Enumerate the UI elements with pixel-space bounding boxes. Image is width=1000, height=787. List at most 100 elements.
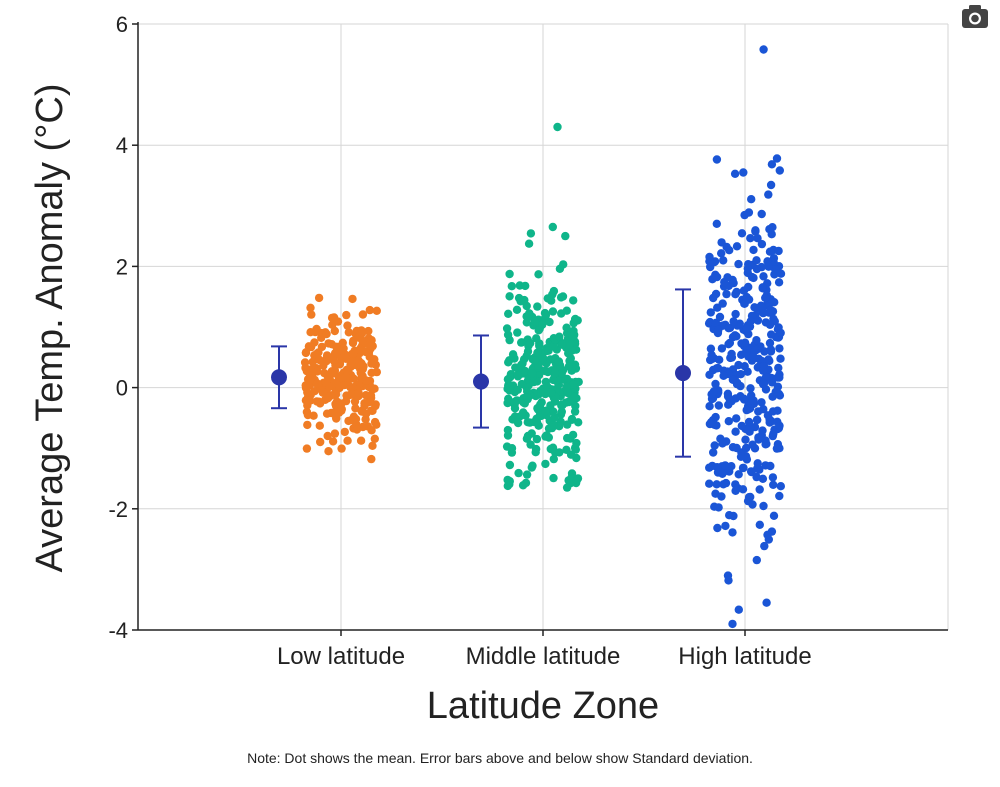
scatter-point [740, 362, 749, 371]
y-tick-labels: 6 4 2 0 -2 -4 [108, 12, 128, 643]
scatter-point [563, 433, 572, 443]
scatter-point [775, 421, 784, 430]
scatter-point [357, 329, 367, 338]
scatter-point [358, 310, 368, 319]
scatter-point [341, 373, 350, 382]
scatter-point [724, 576, 733, 585]
scatter-point [549, 454, 558, 464]
scatter-point [505, 269, 514, 279]
scatter-point [732, 443, 741, 453]
scatter-point [543, 367, 552, 376]
scatter-point [541, 459, 550, 469]
scatter-point [343, 366, 352, 376]
mean-marker [473, 373, 489, 390]
scatter-point [302, 444, 312, 453]
scatter-point [764, 262, 773, 271]
scatter-point [306, 374, 315, 384]
scatter-point [536, 400, 545, 409]
scatter-point [555, 448, 564, 457]
scatter-point [546, 388, 556, 397]
y-tick-label: -4 [108, 618, 128, 643]
scatter-point [367, 426, 376, 435]
y-tick-label: 2 [116, 254, 128, 279]
scatter-point [522, 470, 532, 479]
scatter-point [573, 474, 583, 483]
scatter-point [557, 369, 566, 378]
scatter-point [728, 528, 737, 537]
scatter-point [308, 357, 317, 367]
scatter-point [349, 336, 358, 346]
scatter-point [742, 324, 751, 333]
scatter-point [533, 348, 542, 357]
scatter-point [300, 358, 310, 367]
scatter-point [759, 379, 769, 388]
scatter-point [718, 469, 727, 478]
scatter-point [714, 325, 723, 335]
scatter-point [754, 407, 763, 416]
scatter-point [749, 273, 758, 283]
camera-icon[interactable] [961, 3, 989, 29]
scatter-point [744, 493, 754, 502]
scatter-point [365, 397, 374, 407]
scatter-point [324, 447, 333, 456]
scatter-point [330, 429, 340, 438]
scatter-point [334, 408, 344, 417]
scatter-point [517, 379, 527, 389]
scatter-point [315, 355, 324, 365]
scatter-point [523, 387, 532, 396]
scatter-point [354, 388, 363, 398]
scatter-point [767, 160, 777, 169]
scatter-point [367, 368, 376, 377]
scatter-point [563, 420, 572, 429]
scatter-points [300, 45, 786, 629]
scatter-point [737, 421, 746, 431]
scatter-point [766, 305, 775, 315]
scatter-point [774, 278, 784, 287]
scatter-point [705, 370, 714, 379]
scatter-point [722, 289, 731, 299]
scatter-point [746, 234, 755, 243]
scatter-point [505, 292, 514, 301]
x-axis-title: Latitude Zone [427, 685, 659, 727]
scatter-point [343, 436, 352, 445]
scatter-point [709, 448, 718, 457]
scatter-point [712, 155, 722, 164]
scatter-point [562, 382, 571, 392]
scatter-point [717, 238, 726, 247]
scatter-point [358, 336, 367, 345]
scatter-point [736, 370, 745, 379]
scatter-point [322, 329, 331, 339]
scatter-point [372, 306, 381, 315]
scatter-point [765, 418, 774, 427]
scatter-point [303, 388, 312, 397]
scatter-point [340, 427, 349, 437]
scatter-point [751, 227, 760, 236]
scatter-point [720, 277, 729, 287]
scatter-point [737, 229, 747, 238]
scatter-point [503, 481, 512, 491]
scatter-point [753, 459, 762, 468]
scatter-point [775, 491, 784, 501]
scatter-point [768, 473, 778, 482]
scatter-point [776, 354, 785, 363]
scatter-point [510, 404, 520, 413]
scatter-point [712, 219, 721, 228]
scatter-point [749, 245, 758, 255]
x-tick-labels: Low latitude Middle latitude High latitude [277, 643, 812, 670]
scatter-point [524, 239, 534, 248]
scatter-point [534, 270, 543, 279]
scatter-point [719, 480, 728, 489]
scatter-point [742, 405, 751, 415]
scatter-point [752, 415, 762, 424]
scatter-point [731, 309, 740, 319]
scatter-point [312, 349, 322, 358]
y-axis-title: Average Temp. Anomaly (°C) [29, 83, 71, 572]
scatter-point [762, 598, 771, 607]
scatter-point [747, 195, 756, 204]
scatter-point [748, 352, 758, 361]
scatter-point [303, 410, 313, 420]
y-tick-label: -2 [108, 497, 128, 522]
scatter-point [730, 169, 740, 178]
scatter-point [712, 272, 722, 282]
